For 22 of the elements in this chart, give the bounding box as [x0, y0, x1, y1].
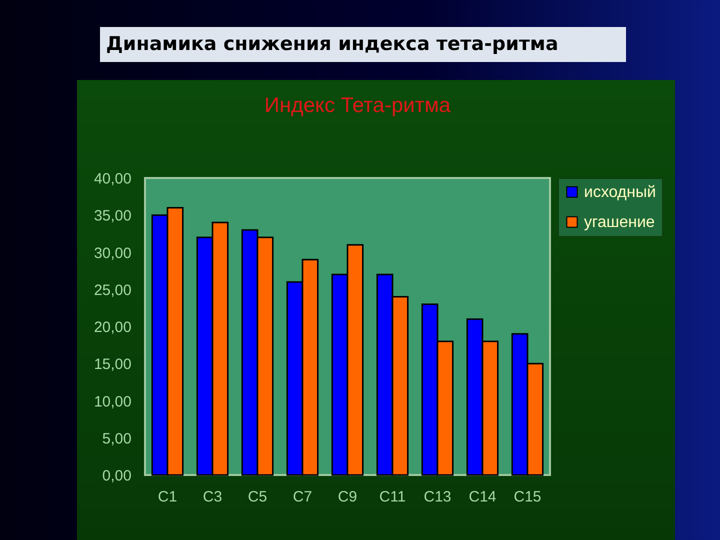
x-tick-label: C13 — [424, 488, 452, 506]
x-tick-label: C3 — [202, 488, 222, 506]
y-tick-label: 30,00 — [94, 244, 132, 262]
chart-title: Динамика снижения индекса тета-ритма — [100, 27, 626, 62]
x-tick-label: C7 — [292, 488, 312, 506]
y-tick-label: 0,00 — [102, 468, 132, 484]
x-tick-label: C9 — [338, 488, 358, 506]
y-tick-label: 5,00 — [102, 430, 132, 448]
legend-label: исходный — [584, 184, 656, 201]
y-tick-label: 10,00 — [94, 393, 132, 410]
y-tick-label: 25,00 — [94, 282, 132, 299]
x-tick-label: C15 — [514, 488, 542, 506]
y-tick-label: 40,00 — [94, 170, 132, 188]
y-tick-label: 35,00 — [94, 208, 132, 225]
legend-label: угашение — [584, 214, 655, 231]
y-tick-label: 20,00 — [94, 319, 132, 336]
x-tick-label: C11 — [379, 488, 406, 506]
x-tick-label: C14 — [468, 488, 496, 506]
x-tick-label: C1 — [158, 488, 178, 506]
x-tick-label: C5 — [248, 488, 268, 506]
chart-subtitle: Индекс Тета-ритма — [264, 94, 451, 117]
y-tick-label: 15,00 — [94, 356, 132, 374]
